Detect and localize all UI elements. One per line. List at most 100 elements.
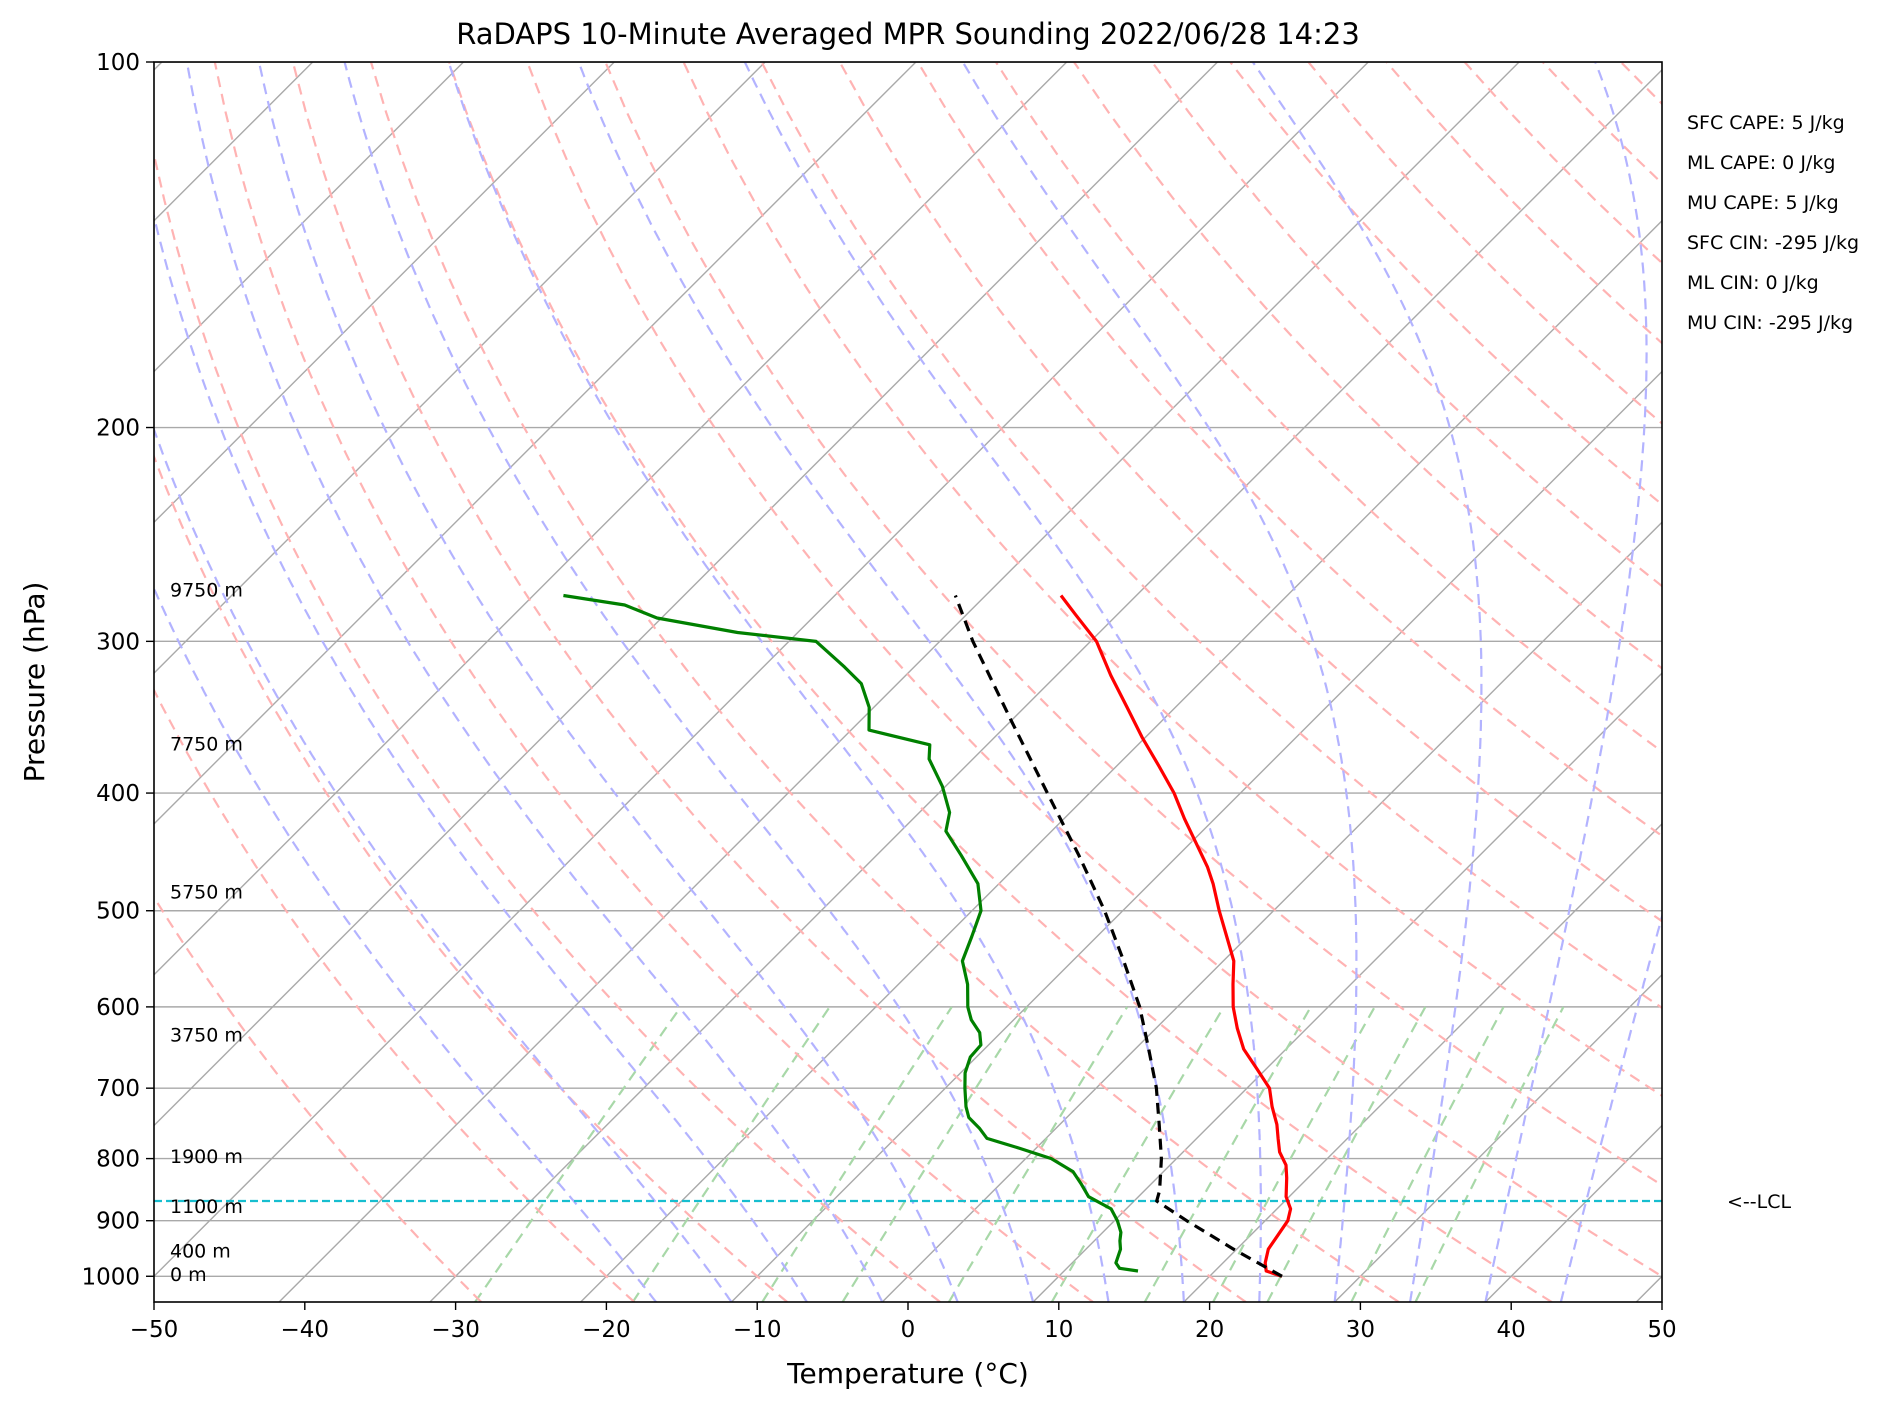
moist-adiabat-line [447, 62, 1110, 1302]
x-tick-label: 40 [1497, 1317, 1526, 1343]
stat-line: ML CAPE: 0 J/kg [1687, 152, 1835, 174]
mixing-ratio-line [761, 1006, 953, 1302]
moist-adiabat-line [1251, 62, 1483, 1302]
x-tick-label: 50 [1647, 1317, 1676, 1343]
x-tick-label: −20 [582, 1317, 631, 1343]
dry-adiabat-line [994, 62, 1662, 754]
dry-adiabat-line [604, 62, 1662, 1187]
mixing-ratio-line [841, 1006, 1029, 1302]
stats-panel: SFC CAPE: 5 J/kg ML CAPE: 0 J/kg MU CAPE: … [1687, 112, 1859, 334]
height-label: 1900 m [170, 1146, 243, 1168]
y-tick-label: 100 [96, 50, 140, 76]
isotherm-line [154, 62, 917, 825]
height-label: 0 m [170, 1264, 207, 1286]
isotherm-line [1334, 973, 1662, 1302]
dry-adiabat-lines [154, 62, 1662, 1302]
dry-adiabat-line [682, 62, 1662, 1098]
x-tick-label: 10 [1044, 1317, 1073, 1343]
dry-adiabat-line [213, 62, 1094, 1302]
x-tick-label: −10 [733, 1317, 782, 1343]
dry-adiabat-line [154, 453, 788, 1302]
mixing-ratio-line [1266, 1006, 1427, 1302]
isotherm-line [154, 62, 766, 675]
dry-adiabat-line [291, 62, 1247, 1302]
mixing-ratio-line [474, 1006, 682, 1302]
y-tick-label: 900 [96, 1209, 140, 1235]
y-tick-label: 500 [96, 899, 140, 925]
mixing-ratio-line [1350, 1006, 1505, 1302]
y-tick-label: 800 [96, 1147, 140, 1173]
isotherm-line [731, 370, 1662, 1302]
y-tick-label: 200 [96, 416, 140, 442]
dry-adiabat-line [526, 62, 1662, 1278]
plot-area [154, 62, 1662, 1302]
temperature-profile [1059, 594, 1293, 1278]
isotherm-line [580, 219, 1662, 1302]
height-label: 1100 m [170, 1196, 243, 1218]
moist-adiabat-line [154, 586, 657, 1302]
isotherm-line [154, 62, 464, 373]
y-tick-label: 400 [96, 781, 140, 807]
mixing-ratio-line [947, 1006, 1129, 1302]
sounding-profiles [563, 593, 1293, 1278]
stat-line: ML CIN: 0 J/kg [1687, 272, 1819, 294]
isotherm-line [154, 62, 615, 524]
x-tick-label: 0 [901, 1317, 916, 1343]
stat-line: SFC CAPE: 5 J/kg [1687, 112, 1845, 134]
moist-adiabat-line [1559, 912, 1662, 1302]
height-label: 7750 m [170, 733, 243, 755]
dry-adiabat-line [448, 62, 1553, 1302]
mixing-ratio-line [1143, 1006, 1312, 1302]
height-label: 3750 m [170, 1024, 243, 1046]
moist-adiabat-line [1484, 62, 1648, 1302]
isotherm-line [1032, 672, 1662, 1302]
y-tick-label: 1000 [81, 1264, 140, 1290]
y-axis-ticks: 1000 900 800 700 600 500 400 300 200 100 [81, 50, 154, 1290]
x-tick-label: −30 [431, 1317, 480, 1343]
dry-adiabat-line [154, 149, 941, 1302]
lcl-label: <--LCL [1727, 1191, 1791, 1213]
moist-adiabat-lines [154, 62, 1662, 1302]
moist-adiabat-line [343, 62, 1035, 1302]
dry-adiabat-line [369, 62, 1400, 1302]
chart-title: RaDAPS 10-Minute Averaged MPR Sounding 2… [456, 17, 1360, 51]
mixing-ratio-line [1414, 1006, 1565, 1302]
y-tick-label: 700 [96, 1076, 140, 1102]
mixing-ratio-line [631, 1006, 831, 1302]
mixing-ratio-line [1050, 1006, 1225, 1302]
dry-adiabat-line [1151, 62, 1662, 588]
x-tick-label: −40 [281, 1317, 330, 1343]
height-labels: 9750 m 7750 m 5750 m 3750 m 1900 m 1100 m 400 … [170, 580, 243, 1286]
y-axis-label: Pressure (hPa) [18, 582, 51, 783]
x-axis-ticks: −50 −40 −30 −20 −10 0 10 20 30 40 50 [130, 1302, 1677, 1343]
stat-line: SFC CIN: -295 J/kg [1687, 232, 1859, 254]
y-tick-label: 300 [96, 629, 140, 655]
dewpoint-profile [563, 593, 1139, 1273]
pressure-gridlines [154, 62, 1662, 1277]
x-tick-label: 20 [1195, 1317, 1224, 1343]
stat-line: MU CIN: -295 J/kg [1687, 312, 1853, 334]
parcel-profile [953, 594, 1283, 1278]
y-tick-label: 600 [96, 995, 140, 1021]
isotherm-line [154, 62, 1369, 1278]
isotherm-line [429, 68, 1662, 1302]
mixing-ratio-line [1212, 1006, 1376, 1302]
dry-adiabat-line [154, 895, 483, 1302]
height-label: 5750 m [170, 881, 243, 903]
dry-adiabat-line [154, 687, 636, 1302]
moist-adiabat-line [257, 62, 959, 1302]
isotherm-line [154, 62, 1218, 1127]
isotherm-line [278, 62, 1520, 1302]
x-axis-label: Temperature (°C) [786, 1357, 1029, 1390]
moist-adiabat-line [743, 62, 1262, 1302]
x-tick-label: −50 [130, 1317, 179, 1343]
isotherm-line [1183, 822, 1662, 1302]
dry-adiabat-line [760, 62, 1662, 1010]
mixing-ratio-lines [474, 1006, 1565, 1302]
moist-adiabat-line [154, 426, 733, 1302]
height-label: 9750 m [170, 580, 243, 602]
moist-adiabat-line [154, 212, 808, 1302]
isotherm-line [881, 521, 1662, 1302]
